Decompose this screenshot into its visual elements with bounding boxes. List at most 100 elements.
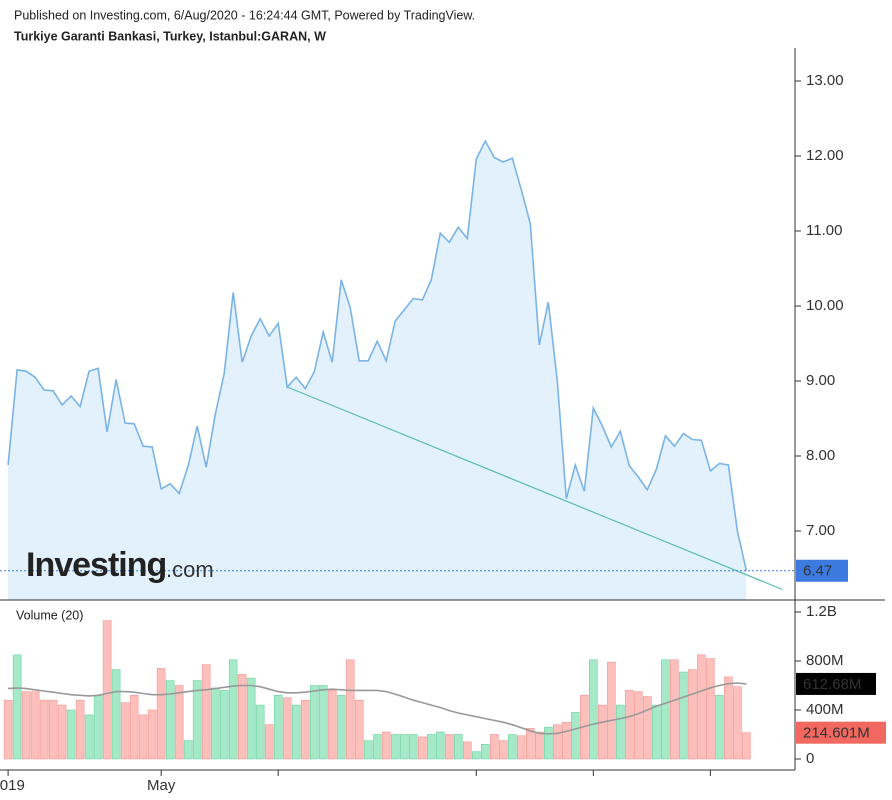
volume-bar bbox=[498, 740, 508, 760]
y-tick-label: 8.00 bbox=[806, 447, 835, 464]
volume-bar bbox=[480, 743, 490, 760]
volume-bar bbox=[535, 731, 544, 760]
volume-bar bbox=[661, 659, 670, 760]
volume-bar bbox=[408, 734, 418, 760]
volume-bar bbox=[282, 697, 292, 760]
volume-bar bbox=[516, 735, 526, 760]
volume-title: Volume (20) bbox=[16, 608, 83, 622]
volume-ma-line bbox=[8, 682, 747, 735]
volume-bar bbox=[93, 694, 103, 760]
logo-suffix: .com bbox=[166, 557, 214, 582]
volume-bar bbox=[120, 702, 130, 760]
volume-bar bbox=[156, 668, 166, 760]
volume-bar bbox=[399, 734, 409, 760]
volume-bar bbox=[471, 751, 481, 760]
volume-bar bbox=[372, 734, 382, 760]
volume-bar bbox=[363, 740, 373, 760]
volume-bar bbox=[21, 691, 31, 760]
volume-bar bbox=[228, 659, 238, 760]
y-tick-label: 12.00 bbox=[806, 147, 844, 164]
volume-bar bbox=[75, 699, 85, 760]
volume-bar bbox=[742, 732, 751, 760]
volume-bar bbox=[444, 734, 454, 760]
volume-bar bbox=[553, 724, 562, 760]
volume-bar bbox=[318, 685, 328, 760]
volume-bar bbox=[129, 694, 139, 760]
volume-bar bbox=[165, 680, 175, 760]
plot-area bbox=[0, 139, 795, 760]
volume-bar bbox=[345, 659, 355, 760]
volume-bar bbox=[733, 686, 742, 760]
volume-bar bbox=[12, 654, 22, 760]
volume-bar bbox=[589, 659, 598, 760]
volume-bar bbox=[652, 704, 661, 760]
volume-bar bbox=[616, 704, 625, 760]
volume-bar bbox=[697, 654, 706, 760]
last-value-label: 6.47 bbox=[803, 563, 832, 580]
volume-bar bbox=[210, 687, 220, 760]
volume-bar bbox=[489, 734, 499, 760]
volume-bar bbox=[562, 721, 571, 760]
y-tick-label: 9.00 bbox=[806, 372, 835, 389]
volume-bar bbox=[354, 699, 364, 760]
volume-bar bbox=[634, 691, 643, 760]
volume-bar bbox=[48, 699, 58, 760]
price-line bbox=[7, 139, 748, 571]
volume-bar bbox=[138, 714, 148, 760]
y-tick-label: 1.2B bbox=[806, 603, 837, 620]
volume-bar bbox=[706, 658, 715, 760]
last-value-box bbox=[796, 672, 876, 695]
volume-bar bbox=[309, 685, 319, 760]
price-area bbox=[8, 141, 747, 600]
volume-bar bbox=[715, 694, 724, 760]
symbol-title: Turkiye Garanti Bankasi, Turkey, Istanbu… bbox=[14, 29, 326, 43]
volume-bar bbox=[300, 699, 310, 760]
volume-bar bbox=[435, 731, 445, 760]
x-tick-label: May bbox=[147, 777, 176, 794]
y-tick-label: 400M bbox=[806, 701, 844, 718]
y-tick-label: 0 bbox=[806, 750, 814, 767]
y-tick-label: 11.00 bbox=[806, 222, 842, 239]
volume-bar bbox=[426, 734, 436, 760]
last-value-box bbox=[796, 721, 886, 744]
volume-bar bbox=[688, 669, 697, 760]
volume-bar bbox=[255, 704, 265, 760]
volume-bar bbox=[643, 696, 652, 760]
volume-bar bbox=[607, 661, 616, 760]
volume-bar bbox=[174, 685, 184, 760]
last-value-label: 612.68M bbox=[803, 676, 861, 693]
volume-bar bbox=[66, 709, 76, 760]
volume-bar bbox=[147, 709, 157, 760]
volume-bar bbox=[526, 728, 535, 760]
volume-bar bbox=[273, 694, 283, 760]
volume-bar bbox=[453, 734, 463, 760]
volume-bar bbox=[625, 690, 634, 760]
volume-bar bbox=[417, 736, 427, 760]
volume-bar bbox=[291, 704, 301, 760]
volume-bar bbox=[237, 674, 247, 760]
volume-bar bbox=[381, 731, 391, 760]
volume-bar bbox=[111, 669, 121, 760]
volume-bar bbox=[192, 680, 202, 760]
volume-bar bbox=[246, 677, 256, 760]
trendline bbox=[286, 386, 783, 591]
y-tick-label: 10.00 bbox=[806, 297, 844, 314]
volume-bar bbox=[201, 664, 211, 760]
volume-bar bbox=[183, 740, 193, 760]
volume-bar bbox=[3, 699, 13, 760]
volume-bar bbox=[679, 671, 688, 760]
x-tick-label: 2019 bbox=[0, 777, 25, 794]
y-tick-label: 7.00 bbox=[806, 522, 835, 539]
volume-bar bbox=[462, 741, 472, 760]
volume-bar bbox=[336, 694, 346, 760]
logo-brand: Investing bbox=[26, 546, 166, 584]
volume-bar bbox=[507, 734, 517, 760]
last-value-box bbox=[796, 559, 848, 582]
y-tick-label: 800M bbox=[806, 652, 844, 669]
volume-bar bbox=[84, 714, 94, 760]
volume-bar bbox=[327, 690, 337, 760]
volume-bar bbox=[30, 691, 40, 760]
volume-bar bbox=[390, 734, 400, 760]
published-note: Published on Investing.com, 6/Aug/2020 -… bbox=[14, 8, 475, 22]
